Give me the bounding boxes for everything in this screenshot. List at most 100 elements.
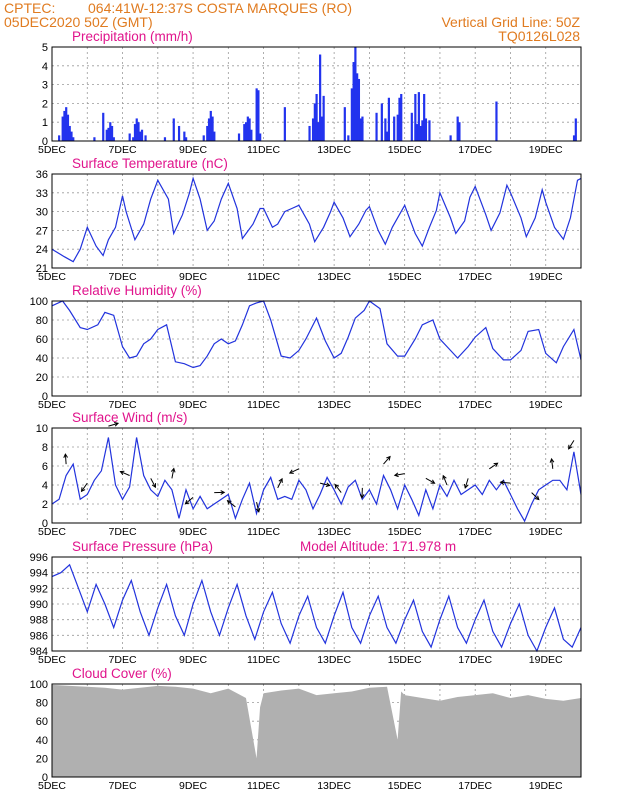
precip-bar [384, 118, 387, 141]
x-tick-label: 17DEC [458, 271, 492, 283]
y-tick-label: 20 [36, 372, 48, 384]
y-tick-label: 2 [42, 98, 48, 110]
y-tick-label: 988 [30, 615, 48, 627]
header-location: 064:41W-12:37S COSTA MARQUES (RO) [88, 0, 352, 16]
wind-arrow [108, 422, 119, 427]
precip-bar [144, 135, 147, 141]
panel-frame [51, 683, 582, 778]
precip-bar [163, 137, 167, 141]
precip-bar [320, 116, 323, 141]
y-tick-label: 0 [42, 391, 48, 403]
x-tick-label: 13DEC [317, 271, 351, 283]
y-tick-label: 80 [36, 315, 48, 327]
wind-arrow [319, 482, 330, 487]
wind-arrow [464, 478, 469, 489]
precip-bar [315, 94, 318, 141]
wind-arrow-head [393, 472, 399, 478]
x-tick-label: 5DEC [38, 526, 66, 538]
precip-bar [132, 137, 135, 141]
x-tick-label: 7DEC [109, 654, 137, 666]
precip-bar [137, 122, 140, 141]
wind-arrow-head [114, 421, 120, 427]
humidity-line [51, 300, 582, 369]
y-tick-label: 27 [36, 225, 48, 237]
temperature-title: Surface Temperature (nC) [72, 156, 228, 171]
precip-bar [63, 110, 66, 141]
wind-arrow-head [325, 482, 331, 488]
precip-bar [211, 116, 214, 141]
x-tick-label: 17DEC [458, 144, 492, 156]
wind-arrow [500, 481, 511, 484]
wind-arrow [81, 482, 88, 492]
y-tick-label: 984 [30, 646, 48, 658]
wind-arrow [334, 484, 342, 493]
precip-bar [414, 94, 417, 141]
x-tick-label: 5DEC [38, 144, 66, 156]
precip-bar [357, 78, 361, 141]
x-tick-label: 11DEC [247, 780, 280, 792]
y-tick-label: 1 [42, 117, 48, 129]
y-tick-label: 36 [36, 169, 48, 181]
wind-arrow-head [499, 480, 505, 485]
x-tick-label: 13DEC [317, 780, 351, 792]
precip-bar [400, 94, 403, 141]
x-tick-label: 5DEC [38, 780, 66, 792]
precip-bar [255, 88, 258, 141]
precip-bar [354, 47, 357, 141]
wind-arrow [185, 496, 194, 505]
wind-arrow-head [80, 487, 86, 493]
y-tick-label: 40 [36, 353, 48, 365]
precip-bar [319, 54, 322, 141]
wind-arrow [64, 454, 67, 465]
wind-arrow [150, 478, 156, 488]
y-tick-label: 0 [42, 518, 48, 530]
y-tick-label: 30 [36, 207, 48, 219]
x-tick-label: 9DEC [179, 271, 207, 283]
pressure-line [51, 563, 582, 653]
precip-bar [65, 107, 68, 141]
x-tick-label: 15DEC [388, 399, 422, 411]
wind-arrow [289, 468, 300, 474]
panel-frame [51, 300, 582, 397]
y-tick-label: 21 [36, 263, 48, 275]
precip-bar [380, 103, 383, 141]
precip-bar [398, 97, 401, 141]
wind-arrow-head [534, 495, 540, 501]
precip-bar [456, 116, 459, 141]
x-tick-label: 11DEC [247, 399, 280, 411]
precip-bar [458, 122, 461, 141]
x-tick-label: 13DEC [317, 144, 351, 156]
precip-bar [322, 95, 325, 141]
x-tick-label: 9DEC [179, 780, 207, 792]
pressure-title: Surface Pressure (hPa) [72, 539, 213, 554]
x-tick-label: 9DEC [179, 144, 207, 156]
precip-bar [495, 101, 498, 141]
precip-bar [259, 133, 262, 141]
wind-arrow [425, 477, 435, 484]
y-tick-label: 986 [30, 630, 48, 642]
precip-bar [386, 131, 389, 141]
y-tick-label: 990 [30, 599, 48, 611]
wind-arrow [568, 440, 575, 450]
wind-arrow [442, 475, 448, 486]
precip-bar [139, 131, 142, 141]
y-tick-label: 33 [36, 188, 48, 200]
precip-bar [347, 135, 350, 141]
wind-arrow-head [184, 499, 190, 505]
x-tick-label: 13DEC [317, 526, 351, 538]
y-tick-label: 0 [42, 136, 48, 148]
precip-bar [393, 116, 396, 141]
y-tick-label: 996 [30, 552, 48, 564]
temperature-line [51, 176, 582, 263]
precip-bar [58, 135, 61, 141]
x-tick-label: 17DEC [458, 526, 492, 538]
precip-bar [133, 124, 137, 141]
model-altitude-label: Model Altitude: 171.978 m [300, 539, 456, 554]
cloud-cover-title: Cloud Cover (%) [72, 666, 172, 681]
y-tick-label: 100 [30, 296, 48, 308]
y-tick-label: 5 [42, 42, 48, 54]
precip-bar [206, 125, 209, 141]
precip-bar [66, 114, 70, 141]
precip-bar [110, 125, 114, 141]
